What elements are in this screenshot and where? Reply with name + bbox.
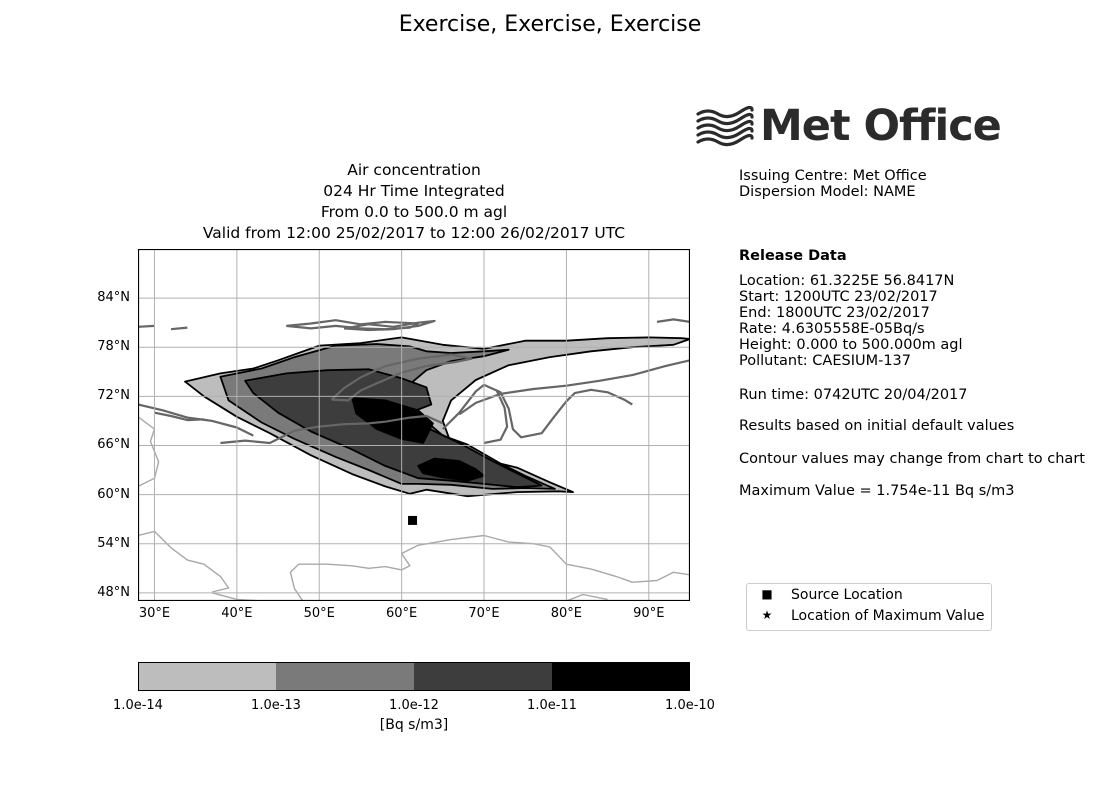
release-height: Height: 0.000 to 500.000m agl xyxy=(739,337,963,353)
map-legend: ■ Source Location ★ Location of Maximum … xyxy=(746,583,992,631)
met-office-logo-text: Met Office xyxy=(760,101,1002,151)
plot-title-line-3: From 0.0 to 500.0 m agl xyxy=(320,203,508,221)
release-data: Location: 61.3225E 56.8417N Start: 1200U… xyxy=(739,273,963,369)
release-data-heading: Release Data xyxy=(739,248,847,264)
land-boundary-1 xyxy=(138,416,160,488)
lon-tick-label: 50°E xyxy=(303,606,335,621)
lon-tick-label: 80°E xyxy=(550,606,583,621)
release-location: Location: 61.3225E 56.8417N xyxy=(739,273,955,289)
lon-tick-label: 60°E xyxy=(386,606,418,621)
run-time: Run time: 0742UTC 20/04/2017 xyxy=(739,387,968,403)
lat-tick-label: 48°N xyxy=(97,584,130,600)
colorbar-segment xyxy=(552,662,690,691)
yamal-coast xyxy=(442,383,633,439)
severnaya-zemlya xyxy=(656,318,690,323)
map-frame xyxy=(138,249,690,601)
maximum-value: Maximum Value = 1.754e-11 Bq s/m3 xyxy=(739,483,1015,499)
lon-tick-label: 40°E xyxy=(221,606,253,621)
maximum-star-icon: ★ xyxy=(761,608,773,622)
colorbar-tick-label: 1.0e-11 xyxy=(527,698,577,713)
lon-tick-label: 70°E xyxy=(468,606,500,621)
legend-source-label: Source Location xyxy=(791,587,903,603)
marker-layer xyxy=(408,515,418,525)
svalbard-edge xyxy=(138,324,155,328)
colorbar-segment xyxy=(138,662,276,691)
colorbar-frame xyxy=(138,662,690,691)
lat-tick-label: 54°N xyxy=(97,535,130,551)
legend-maximum-label: Location of Maximum Value xyxy=(791,608,985,624)
ob-gulf xyxy=(483,389,509,445)
colorbar-tick-label: 1.0e-14 xyxy=(113,698,163,713)
lat-tick-label: 78°N xyxy=(97,339,130,355)
plot-title-line-4: Valid from 12:00 25/02/2017 to 12:00 26/… xyxy=(202,224,626,242)
plot-title-line-2: 024 Hr Time Integrated xyxy=(323,182,505,200)
dispersion-model: Dispersion Model: NAME xyxy=(739,184,916,200)
release-heading-block: Release Data xyxy=(739,248,847,264)
source-location-marker xyxy=(408,515,418,525)
colorbar-tick-label: 1.0e-10 xyxy=(665,698,715,713)
colorbar xyxy=(138,662,690,691)
colorbar-tick-label: 1.0e-12 xyxy=(389,698,439,713)
lat-tick-label: 72°N xyxy=(97,388,130,404)
colorbar-segment xyxy=(276,662,414,691)
source-square-icon: ■ xyxy=(761,587,773,601)
met-office-logo-icon xyxy=(696,105,754,147)
lat-tick-label: 66°N xyxy=(97,437,130,453)
issuing-info: Issuing Centre: Met Office Dispersion Mo… xyxy=(739,168,927,200)
gridline-layer xyxy=(138,249,690,601)
lat-tick-label: 84°N xyxy=(97,290,130,306)
issuing-centre: Issuing Centre: Met Office xyxy=(739,168,927,184)
novaya-zemlya-coast xyxy=(330,353,473,402)
lat-tick-label: 60°N xyxy=(97,486,130,502)
page-title: Exercise, Exercise, Exercise xyxy=(398,12,702,37)
colorbar-label: [Bq s/m3] xyxy=(379,717,449,733)
contour-layer xyxy=(184,336,690,498)
concentration-map xyxy=(138,249,690,601)
lon-tick-label: 30°E xyxy=(138,606,171,621)
kvitoya xyxy=(170,326,188,331)
colorbar-segment xyxy=(414,662,552,691)
franz-josef-2 xyxy=(343,319,436,332)
release-rate: Rate: 4.6305558E-05Bq/s xyxy=(739,321,925,337)
contour-note: Contour values may change from chart to … xyxy=(739,451,1085,467)
land-boundary-3 xyxy=(289,534,690,601)
land-boundary-2 xyxy=(138,530,230,593)
release-start: Start: 1200UTC 23/02/2017 xyxy=(739,289,938,305)
kola-north xyxy=(154,411,204,422)
colorbar-tick-label: 1.0e-13 xyxy=(251,698,301,713)
kara-coast-west xyxy=(220,414,444,445)
release-end: End: 1800UTC 23/02/2017 xyxy=(739,305,930,321)
release-pollutant: Pollutant: CAESIUM-137 xyxy=(739,353,912,369)
lon-tick-label: 90°E xyxy=(633,606,665,621)
results-note: Results based on initial default values xyxy=(739,418,1015,434)
land-boundary-5 xyxy=(566,593,608,601)
plot-title-line-1: Air concentration xyxy=(347,161,481,179)
plot-title: Air concentration 024 Hr Time Integrated… xyxy=(138,160,690,244)
